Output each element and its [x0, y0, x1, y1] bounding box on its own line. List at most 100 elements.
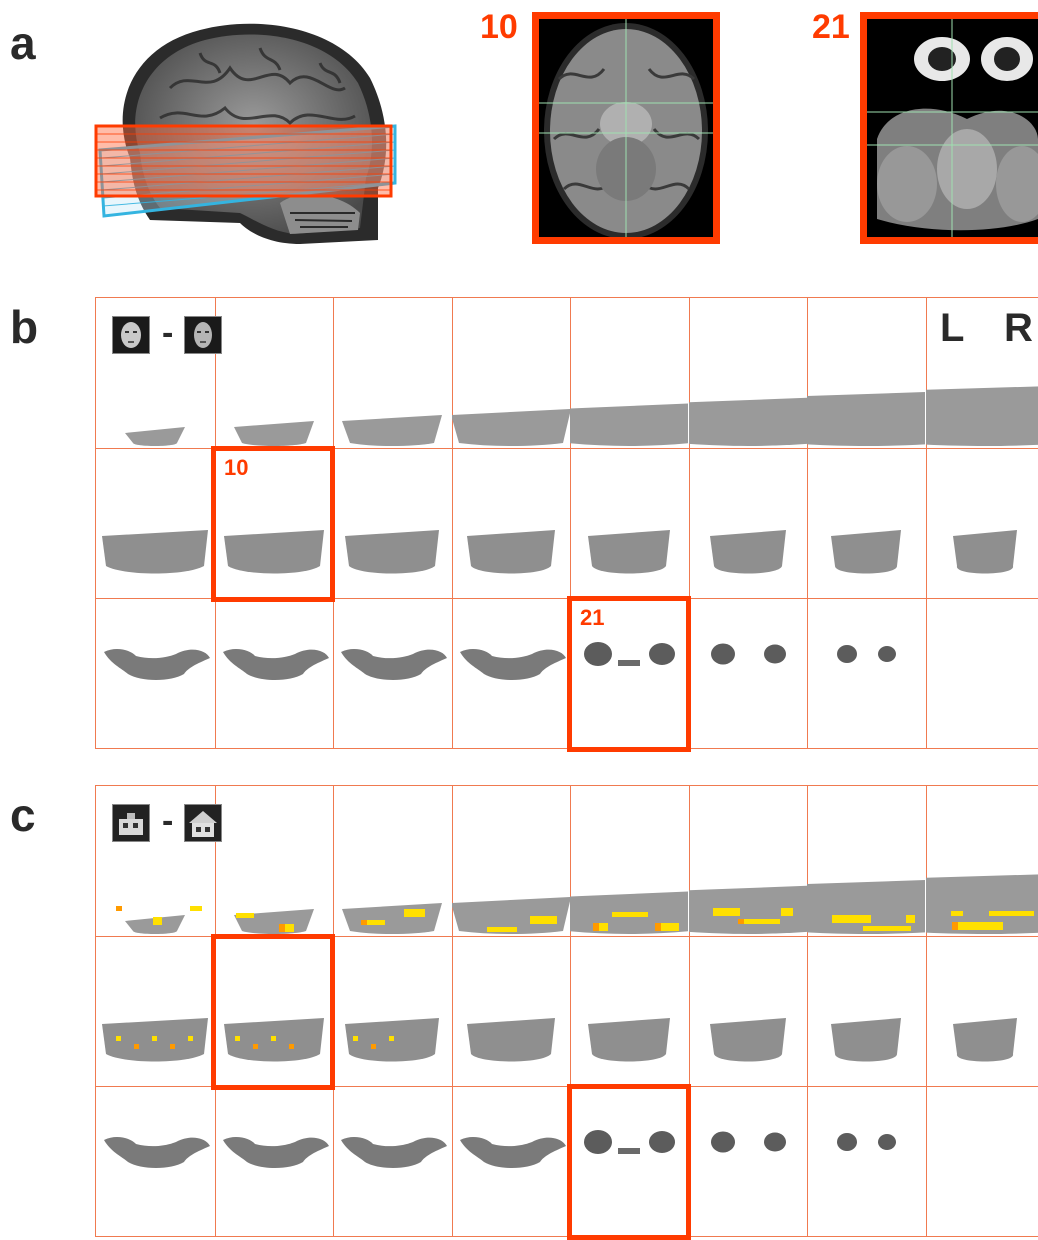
left-hemisphere-label: L: [940, 308, 964, 348]
activation-blob: [731, 908, 740, 916]
brain-slice-image: [333, 1086, 451, 1236]
activation-blob: [989, 911, 998, 916]
slice-cell: [452, 786, 572, 937]
axial-slice-21-image: [860, 12, 1038, 244]
brain-slice-image: [452, 786, 570, 936]
brain-slice-image: [807, 598, 925, 748]
brain-slice-shape: [710, 530, 786, 574]
sagittal-brain-image: [90, 8, 400, 248]
brain-slice-shape: [588, 1018, 670, 1062]
brain-slice-shape: [223, 1137, 329, 1168]
slice-label-10-a: 10: [480, 10, 518, 44]
activation-blob: [134, 1044, 139, 1049]
brain-slice-image: [452, 598, 570, 748]
activation-blob: [1007, 911, 1016, 916]
brain-slice-image: [807, 298, 925, 448]
slice-cell: [452, 448, 572, 599]
brain-slice-shape: [467, 1018, 555, 1062]
activation-blob: [762, 919, 771, 924]
brain-slice-image: [333, 298, 451, 448]
brain-slice-image: [452, 936, 570, 1086]
brain-slice-shape: [342, 415, 442, 446]
activation-blob: [153, 917, 162, 925]
brain-slice-image: [689, 786, 807, 936]
brain-slice-image: [215, 598, 333, 748]
slice-cell: [452, 598, 572, 749]
activation-blob: [893, 926, 902, 931]
slice-cell: [452, 1086, 572, 1237]
slice-cell: [96, 598, 216, 749]
brain-slice-shape: [467, 530, 555, 574]
slice-cell: [452, 936, 572, 1087]
activation-blob: [353, 1036, 358, 1041]
activation-blob: [906, 915, 915, 923]
slice-cell: [689, 298, 809, 449]
activation-blob: [781, 908, 793, 916]
house-thumbnail-icon: [112, 804, 150, 842]
brain-slice-image: [333, 448, 451, 598]
slice-cell: [215, 598, 335, 749]
brain-slice-image: [452, 1086, 570, 1236]
slice-cell: [926, 786, 1038, 937]
brain-slice-shape: [234, 909, 314, 934]
activation-blob: [548, 916, 557, 924]
brain-slice-image: [570, 786, 688, 936]
activation-blob: [285, 924, 294, 932]
brain-slice-image: [570, 936, 688, 1086]
activation-blob: [863, 926, 875, 931]
slice-lobe: [764, 645, 786, 664]
activation-blob: [958, 922, 967, 930]
brain-slice-shape: [710, 1018, 786, 1062]
slice-cell: [689, 786, 809, 937]
activation-blob: [713, 908, 722, 916]
activation-blob: [862, 915, 871, 923]
activation-blob: [499, 927, 508, 932]
panel-label-c: c: [10, 792, 36, 838]
brain-slice-shape: [953, 1018, 1017, 1062]
activation-blob: [976, 922, 985, 930]
slice-cell: [570, 936, 690, 1087]
brain-slice-image: [926, 786, 1038, 936]
right-hemisphere-label: R: [1004, 308, 1033, 348]
activation-blob: [1025, 911, 1034, 916]
brain-slice-image: [452, 298, 570, 448]
slice-cell: [96, 1086, 216, 1237]
brain-slice-image: [333, 786, 451, 936]
slice-cell: [215, 1086, 335, 1237]
slice-cell: [215, 298, 335, 449]
brain-slice-shape: [104, 1137, 210, 1168]
slice-cell: [570, 786, 690, 937]
slice-lobe: [764, 1133, 786, 1152]
activation-blob: [530, 916, 539, 924]
brain-slice-shape: [460, 1137, 566, 1168]
activation-blob: [655, 923, 661, 931]
coverage-box-red: [96, 126, 391, 196]
face-thumbnail-icon: [184, 316, 222, 354]
activation-blob: [951, 911, 963, 916]
slice-cell: [689, 1086, 809, 1237]
slice-cell: [333, 448, 453, 599]
axial-slice-10-image: [532, 12, 720, 244]
activation-blob: [952, 922, 958, 930]
brain-slice-image: [926, 1086, 1038, 1236]
slice-cell: [926, 598, 1038, 749]
brain-slice-image: [215, 786, 333, 936]
brain-slice-shape: [125, 427, 185, 446]
brain-slice-image: [807, 1086, 925, 1236]
brain-slice-shape: [926, 385, 1038, 446]
brain-slice-image: [96, 598, 214, 748]
activation-blob: [661, 923, 670, 931]
slice-cell: [926, 448, 1038, 599]
brain-slice-image: [807, 448, 925, 598]
activation-blob: [367, 920, 376, 925]
activation-blob: [236, 913, 245, 918]
slice-cell: [807, 1086, 927, 1237]
slice-cell: [807, 598, 927, 749]
brain-slice-shape: [341, 1137, 447, 1168]
brain-slice-shape: [452, 409, 570, 446]
brain-slice-shape: [831, 1018, 901, 1062]
brain-slice-image: [96, 1086, 214, 1236]
brain-slice-image: [333, 936, 451, 1086]
highlight-box-10-c: [211, 934, 335, 1090]
slice-cell: [807, 448, 927, 599]
